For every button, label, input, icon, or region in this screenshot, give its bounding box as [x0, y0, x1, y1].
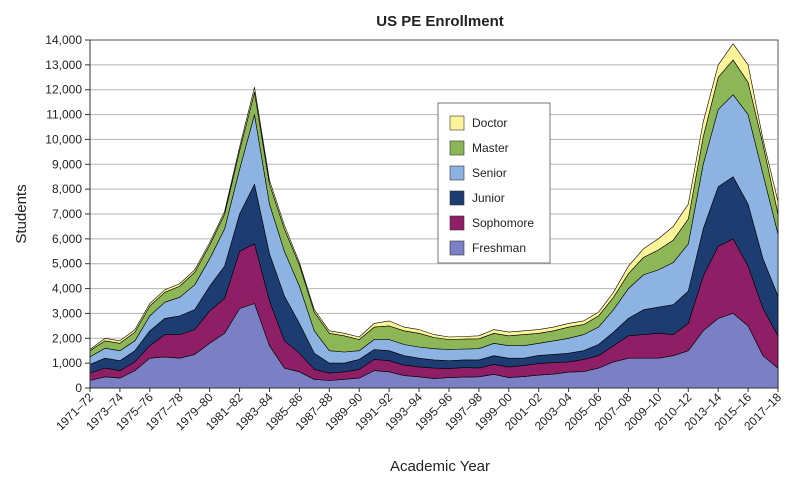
legend-label-doctor: Doctor: [472, 116, 507, 130]
y-tick-label: 3,000: [52, 306, 82, 320]
y-tick-label: 7,000: [52, 207, 82, 221]
y-axis-label: Students: [13, 184, 30, 243]
y-tick-label: 4,000: [52, 282, 82, 296]
chart-title: US PE Enrollment: [376, 13, 504, 30]
legend-label-master: Master: [472, 141, 509, 155]
legend-label-junior: Junior: [472, 191, 505, 205]
y-tick-label: 1,000: [52, 356, 82, 370]
legend-swatch-senior: [449, 165, 465, 181]
y-tick-label: 11,000: [46, 108, 82, 122]
y-tick-label: 5,000: [52, 257, 82, 271]
y-tick-label: 10,000: [45, 132, 82, 146]
legend-swatch-junior: [449, 190, 465, 206]
y-tick-label: 9,000: [52, 157, 82, 171]
y-tick-label: 13,000: [45, 58, 82, 72]
legend-swatch-master: [449, 140, 465, 156]
legend-swatch-doctor: [449, 115, 465, 131]
y-tick-label: 14,000: [45, 33, 82, 47]
legend-swatch-freshman: [449, 240, 465, 256]
y-tick-label: 0: [75, 381, 82, 395]
x-axis-label: Academic Year: [390, 458, 490, 475]
y-tick-label: 12,000: [45, 83, 82, 97]
legend-label-sophomore: Sophomore: [472, 216, 534, 230]
legend-label-freshman: Freshman: [472, 241, 526, 255]
y-tick-label: 2,000: [52, 331, 82, 345]
area-doctor: [89, 43, 779, 351]
y-tick-label: 8,000: [52, 182, 82, 196]
legend: Doctor Master Senior Junior Sophomore Freshma…: [437, 102, 551, 264]
stacked-areas: [89, 43, 779, 389]
legend-label-senior: Senior: [472, 166, 507, 180]
y-tick-label: 6,000: [52, 232, 82, 246]
legend-swatch-sophomore: [449, 215, 465, 231]
